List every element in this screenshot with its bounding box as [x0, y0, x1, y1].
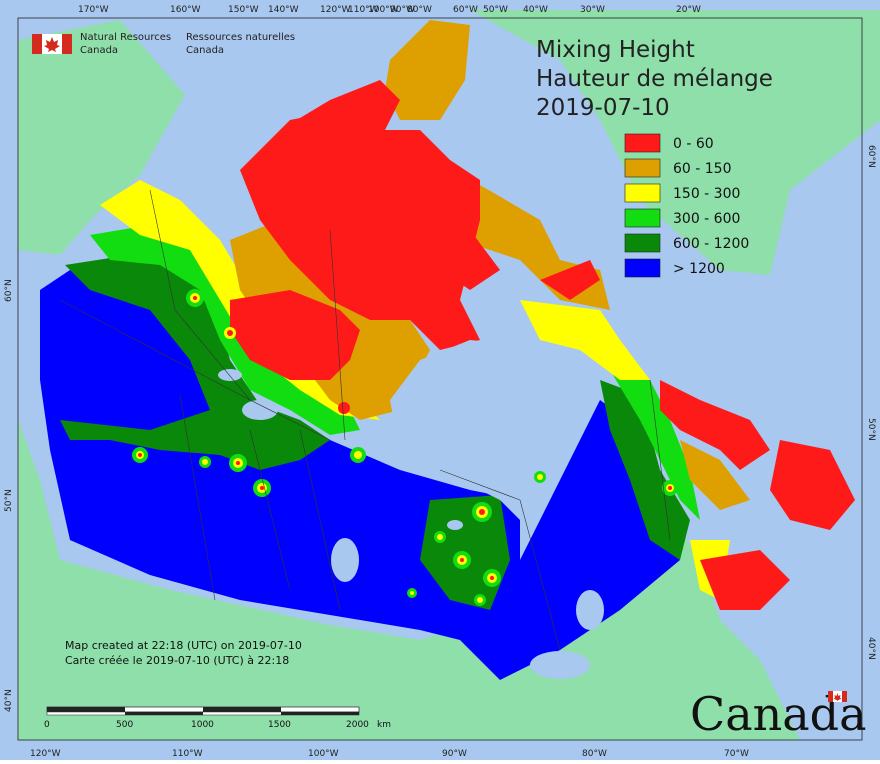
scale-unit: km [377, 720, 391, 730]
band-600-1200-east [600, 380, 690, 560]
hot-spots [132, 289, 678, 606]
legend-label-4: 600 - 1200 [673, 236, 749, 252]
legend-swatch-5 [624, 258, 661, 278]
agency-name-fr-2: Canada [186, 45, 224, 56]
scale-bar: 0 500 1000 1500 2000 km [44, 706, 391, 730]
grat-bottom-5: 70°W [724, 749, 749, 759]
lakes [218, 369, 604, 679]
band-0-60-baffin-east [430, 230, 500, 290]
grat-bottom-0: 120°W [30, 749, 61, 759]
title-line1: Mixing Height [536, 37, 695, 63]
graticule-labels-left: 60°N 50°N 40°N [4, 279, 14, 712]
grat-top-8: 80°W [407, 5, 432, 15]
grat-left-0: 60°N [4, 279, 14, 302]
scale-label-0: 0 [44, 720, 50, 730]
grat-top-0: 170°W [78, 5, 109, 15]
agency-name-en-2: Canada [80, 45, 118, 56]
grat-top-7: 90°W [390, 5, 415, 15]
grat-bottom-4: 80°W [582, 749, 607, 759]
grat-top-11: 40°W [523, 5, 548, 15]
scale-label-1: 500 [116, 720, 133, 730]
band-0-60-islands [280, 80, 400, 160]
legend-label-2: 150 - 300 [673, 186, 740, 202]
grat-left-1: 50°N [4, 489, 14, 512]
agency-name-en-1: Natural Resources [80, 32, 171, 43]
title-line2: Hauteur de mélange [536, 66, 773, 92]
grat-top-6: 100°W [368, 5, 399, 15]
band-0-60-baffin-north [540, 260, 600, 300]
created-note-fr: Carte créée le 2019-07-10 (UTC) à 22:18 [65, 654, 289, 667]
title-line3: 2019-07-10 [536, 95, 670, 121]
legend-swatch-0 [624, 133, 661, 153]
graticule-labels-bottom: 120°W 110°W 100°W 90°W 80°W 70°W [30, 749, 749, 759]
legend-label-1: 60 - 150 [673, 161, 732, 177]
band-0-60-arctic [240, 110, 480, 350]
grat-top-3: 140°W [268, 5, 299, 15]
hudson-bay [390, 340, 540, 520]
united-states [18, 420, 800, 740]
legend-label-5: > 1200 [673, 261, 725, 277]
map-border [17, 17, 863, 741]
grat-right-2: 40°N [866, 637, 876, 660]
grat-top-10: 50°W [483, 5, 508, 15]
canada-flag-icon [32, 34, 72, 54]
grat-top-4: 120°W [320, 5, 351, 15]
grat-top-12: 30°W [580, 5, 605, 15]
legend-swatch-3 [624, 208, 661, 228]
surrounding-land [18, 10, 880, 740]
grat-top-5: 110°W [348, 5, 379, 15]
grat-left-2: 40°N [4, 689, 14, 712]
band-300-600-east [610, 370, 700, 520]
scale-label-2: 1000 [191, 720, 214, 730]
band-60-150-labrador [680, 440, 750, 510]
legend-label-3: 300 - 600 [673, 211, 740, 227]
graticule-labels-top: 170°W 160°W 150°W 140°W 120°W 110°W 100°… [78, 5, 701, 15]
canada-wordmark: Canada [690, 687, 867, 741]
grat-top-13: 20°W [676, 5, 701, 15]
scale-label-4: 2000 [346, 720, 369, 730]
provincial-borders [59, 189, 671, 651]
grat-top-9: 60°W [453, 5, 478, 15]
greenland [470, 10, 880, 275]
graticule-labels-right: 60°N 50°N 40°N [866, 145, 876, 660]
legend-swatch-2 [624, 183, 661, 203]
grat-top-2: 150°W [228, 5, 259, 15]
wordmark-flag-icon [828, 691, 847, 702]
band-150-300-east [520, 300, 650, 380]
grat-right-0: 60°N [866, 145, 876, 168]
band-0-60-nova-scotia [700, 550, 790, 610]
map-title: Mixing Height Hauteur de mélange 2019-07… [536, 37, 773, 121]
grat-bottom-2: 100°W [308, 749, 339, 759]
band-60-150-ellesmere [385, 20, 470, 120]
grat-bottom-3: 90°W [442, 749, 467, 759]
band-0-60-newfoundland [770, 440, 855, 530]
grat-bottom-1: 110°W [172, 749, 203, 759]
agency-name-fr-1: Ressources naturelles [186, 32, 295, 43]
legend-swatch-4 [624, 233, 661, 253]
legend-swatch-1 [624, 158, 661, 178]
grat-right-1: 50°N [866, 418, 876, 441]
grat-top-1: 160°W [170, 5, 201, 15]
created-note-en: Map created at 22:18 (UTC) on 2019-07-10 [65, 639, 302, 652]
agency-block: Natural Resources Canada Ressources natu… [32, 32, 295, 56]
band-0-60-mainland [230, 290, 360, 380]
band-0-60-quebec [660, 380, 770, 470]
alaska [18, 20, 185, 255]
legend: 0 - 60 60 - 150 150 - 300 300 - 600 600 - 12… [624, 133, 749, 278]
legend-label-0: 0 - 60 [673, 136, 714, 152]
scale-label-3: 1500 [268, 720, 291, 730]
